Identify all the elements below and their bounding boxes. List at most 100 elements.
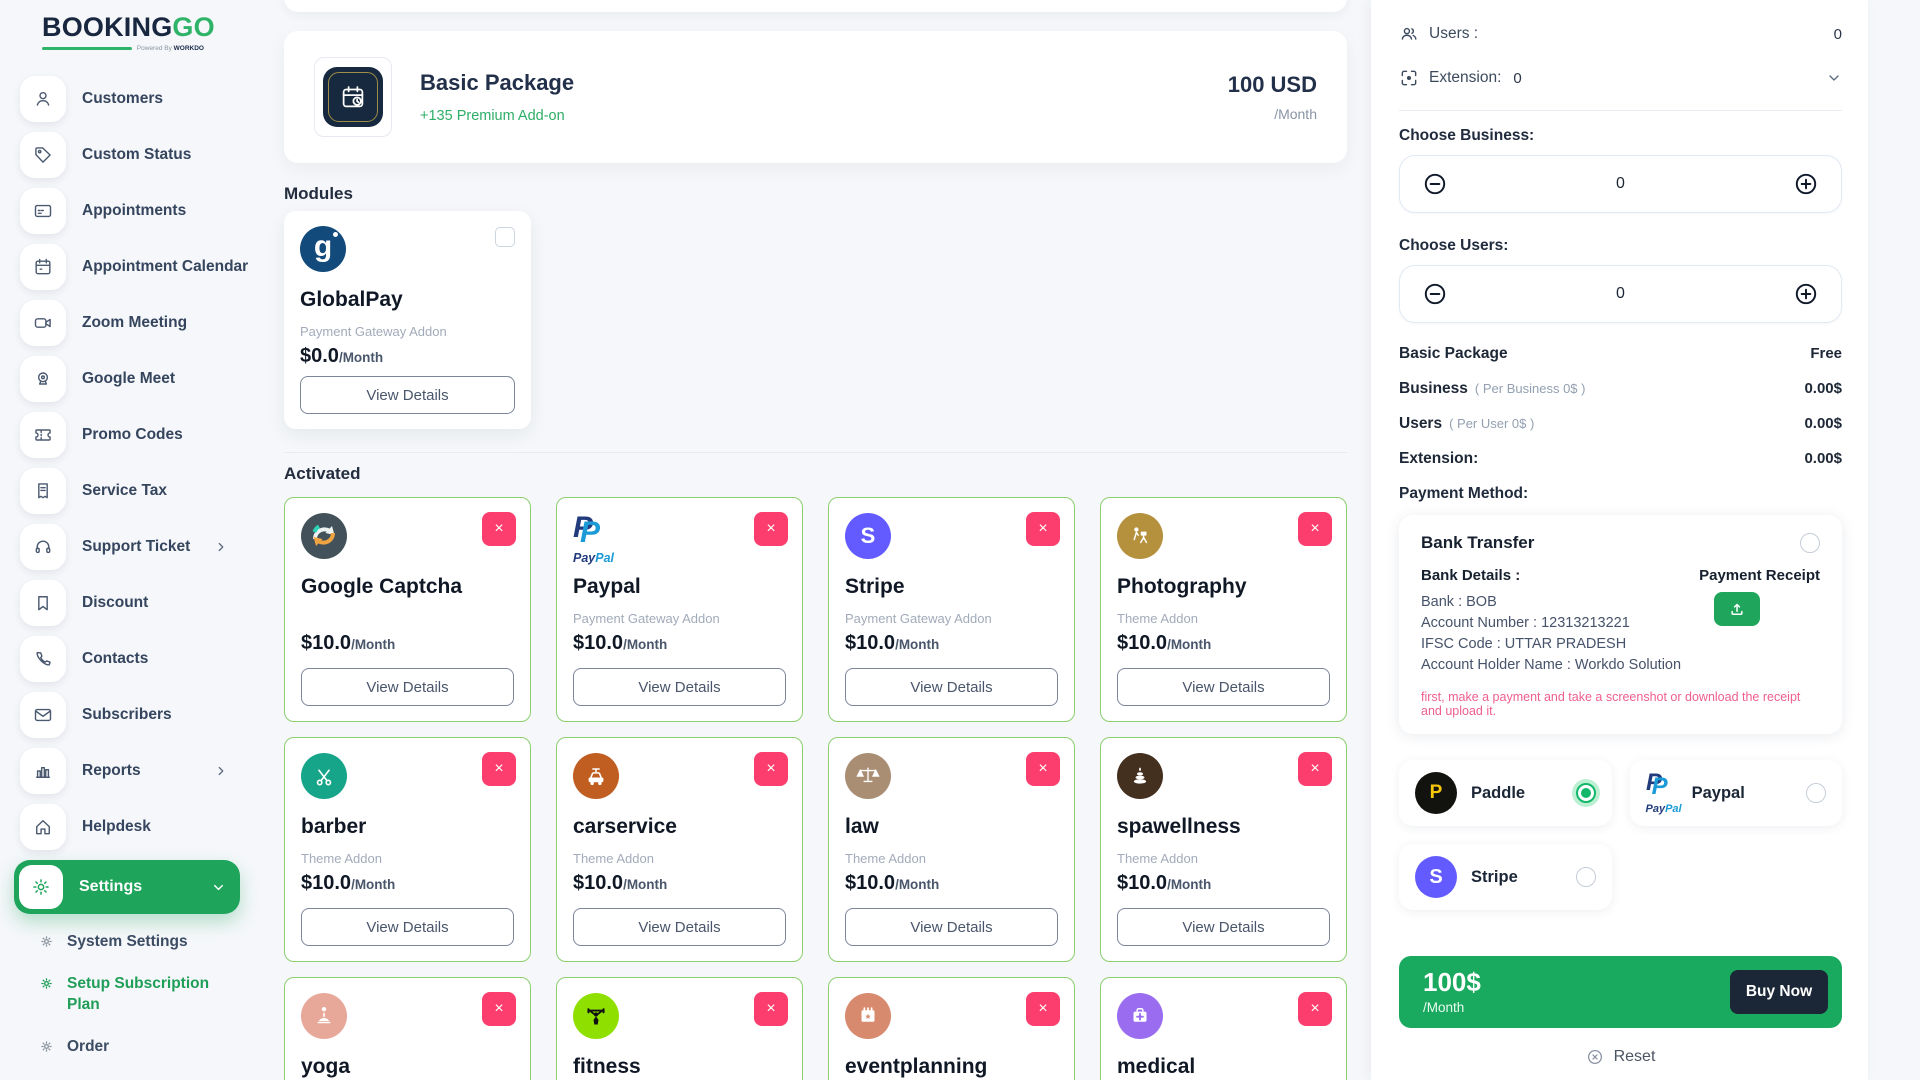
minus-icon[interactable]	[1422, 171, 1448, 197]
package-info: Basic Package +135 Premium Add-on	[420, 70, 574, 124]
view-details-button[interactable]: View Details	[301, 668, 514, 706]
remove-addon-button[interactable]: ×	[482, 512, 516, 546]
sidebar-item-google-meet[interactable]: Google Meet	[20, 356, 256, 402]
module-checkbox[interactable]	[495, 227, 515, 247]
remove-addon-button[interactable]: ×	[754, 992, 788, 1026]
business-stepper-value: 0	[1616, 175, 1625, 192]
stripe-radio[interactable]	[1575, 867, 1596, 887]
sidebar-item-label: Subscribers	[82, 706, 172, 723]
sidebar-item-zoom-meeting[interactable]: Zoom Meeting	[20, 300, 256, 346]
video-icon	[20, 300, 66, 346]
remove-addon-button[interactable]: ×	[1026, 752, 1060, 786]
sidebar-item-label: Settings	[79, 878, 143, 895]
addon-card-medical: medical View Details ×	[1100, 977, 1347, 1080]
remove-addon-button[interactable]: ×	[1298, 752, 1332, 786]
summary-row-business: Business ( Per Business 0$ ) 0.00$	[1399, 380, 1842, 397]
payment-method-label: Payment Method:	[1399, 485, 1529, 502]
addon-card-yoga: yoga View Details ×	[284, 977, 531, 1080]
sidebar-item-promo-codes[interactable]: Promo Codes	[20, 412, 256, 458]
users-stepper: 0	[1399, 265, 1842, 323]
extension-summary-row: Extension: 0	[1399, 68, 1842, 88]
sidebar-item-appointment-calendar[interactable]: Appointment Calendar	[20, 244, 256, 290]
sidebar-item-service-tax[interactable]: Service Tax	[20, 468, 256, 514]
plus-icon[interactable]	[1793, 281, 1819, 307]
calendar-clock-icon	[323, 67, 383, 127]
submenu-item-system-settings[interactable]: System Settings	[40, 932, 256, 953]
package-title: Basic Package	[420, 70, 575, 95]
remove-addon-button[interactable]: ×	[482, 752, 516, 786]
sidebar-item-discount[interactable]: Discount	[20, 580, 256, 626]
gateway-stripe[interactable]: S Stripe	[1399, 844, 1612, 910]
module-price: $0.0	[300, 345, 339, 368]
bank-account-holder: Account Holder Name : Workdo Solution	[1421, 657, 1682, 673]
paddle-radio[interactable]	[1575, 783, 1596, 803]
addon-subtitle: Payment Gateway Addon	[845, 611, 992, 627]
view-details-button[interactable]: View Details	[301, 908, 514, 946]
addon-card-google-captcha: Google Captcha $10.0/Month View Details …	[284, 497, 531, 722]
buy-now-button[interactable]: Buy Now	[1730, 970, 1828, 1014]
module-subtitle: Payment Gateway Addon	[300, 324, 447, 340]
upload-receipt-button[interactable]	[1714, 592, 1760, 626]
chevron-down-icon[interactable]	[1826, 70, 1842, 86]
bank-transfer-card: Bank Transfer Bank Details : Payment Rec…	[1399, 515, 1842, 734]
addon-card-eventplanning: eventplanning View Details ×	[828, 977, 1075, 1080]
addon-card-fitness: fitness View Details ×	[556, 977, 803, 1080]
remove-addon-button[interactable]: ×	[754, 752, 788, 786]
chevron-down-icon	[211, 880, 226, 895]
submenu-item-order[interactable]: Order	[40, 1037, 256, 1058]
sidebar-item-subscribers[interactable]: Subscribers	[20, 692, 256, 738]
package-addon[interactable]: +135 Premium Add-on	[420, 108, 565, 124]
submenu-item-setup-subscription-plan[interactable]: Setup Subscription Plan	[40, 974, 256, 1016]
addon-subtitle: Theme Addon	[1117, 851, 1198, 867]
gateway-paddle[interactable]: P Paddle	[1399, 760, 1612, 826]
addon-period: /Month	[351, 637, 396, 653]
addon-price: $10.0	[1117, 632, 1168, 655]
choose-users-label: Choose Users:	[1399, 237, 1509, 254]
bank-details-lines: Bank : BOB Account Number : 12313213221 …	[1421, 592, 1681, 676]
sidebar-item-reports[interactable]: Reports	[20, 748, 256, 794]
sidebar-item-helpdesk[interactable]: Helpdesk	[20, 804, 256, 850]
reset-button[interactable]: Reset	[1399, 1048, 1842, 1066]
bank-upload-note: first, make a payment and take a screens…	[1421, 690, 1801, 718]
bank-transfer-radio[interactable]	[1800, 533, 1820, 553]
checkout-panel: Users : 0 Extension: 0 Choose Business: …	[1371, 0, 1868, 1080]
sidebar-item-custom-status[interactable]: Custom Status	[20, 132, 256, 178]
sidebar-item-support-ticket[interactable]: Support Ticket	[20, 524, 256, 570]
extension-label: Extension:	[1429, 69, 1502, 86]
addon-title: fitness	[573, 1055, 641, 1078]
view-details-button[interactable]: View Details	[573, 908, 786, 946]
remove-addon-button[interactable]: ×	[1026, 512, 1060, 546]
sidebar: BOOKINGGO Powered By WORKDO Customers Cu…	[0, 0, 256, 1080]
view-details-button[interactable]: View Details	[300, 376, 515, 414]
view-details-button[interactable]: View Details	[845, 908, 1058, 946]
sidebar-item-customers[interactable]: Customers	[20, 76, 256, 122]
sidebar-item-settings[interactable]: Settings	[14, 860, 240, 914]
plus-icon[interactable]	[1793, 171, 1819, 197]
gear-icon	[40, 935, 53, 948]
photography-icon	[1117, 513, 1163, 559]
view-details-button[interactable]: View Details	[845, 668, 1058, 706]
users-value: 0	[1833, 25, 1842, 43]
stripe-icon: S	[1415, 856, 1457, 898]
addon-title: yoga	[301, 1055, 351, 1078]
remove-addon-button[interactable]: ×	[754, 512, 788, 546]
total-period: /Month	[1423, 1000, 1465, 1015]
sidebar-item-contacts[interactable]: Contacts	[20, 636, 256, 682]
paddle-icon: P	[1415, 772, 1457, 814]
remove-addon-button[interactable]: ×	[1026, 992, 1060, 1026]
view-details-button[interactable]: View Details	[1117, 908, 1330, 946]
addon-title: Google Captcha	[301, 575, 463, 598]
remove-addon-button[interactable]: ×	[1298, 512, 1332, 546]
addon-card-stripe: S Stripe Payment Gateway Addon $10.0/Mon…	[828, 497, 1075, 722]
sidebar-item-appointments[interactable]: Appointments	[20, 188, 256, 234]
user-icon	[20, 76, 66, 122]
remove-addon-button[interactable]: ×	[482, 992, 516, 1026]
addon-title: carservice	[573, 815, 677, 838]
paypal-radio[interactable]	[1806, 783, 1826, 803]
remove-addon-button[interactable]: ×	[1298, 992, 1332, 1026]
summary-row-users: Users ( Per User 0$ ) 0.00$	[1399, 415, 1842, 432]
minus-icon[interactable]	[1422, 281, 1448, 307]
view-details-button[interactable]: View Details	[573, 668, 786, 706]
view-details-button[interactable]: View Details	[1117, 668, 1330, 706]
